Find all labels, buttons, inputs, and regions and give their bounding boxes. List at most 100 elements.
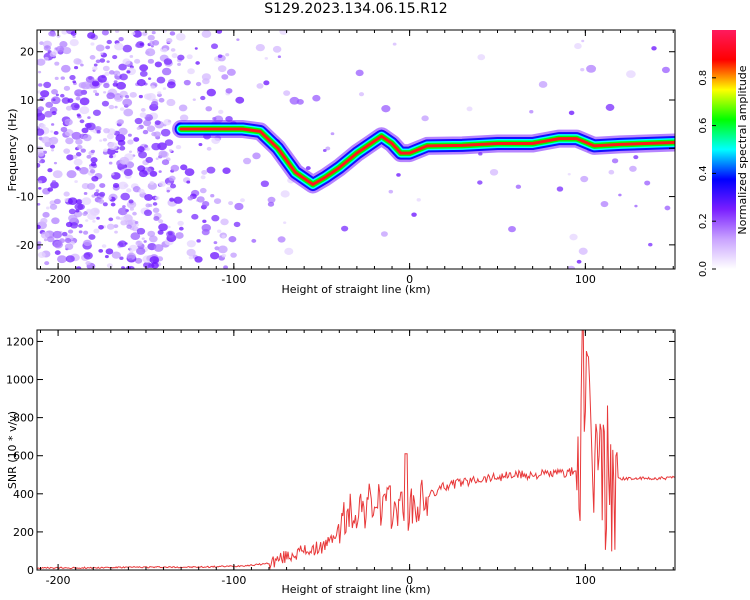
spectrogram-cell — [117, 119, 124, 125]
spectrogram-cell — [284, 247, 294, 255]
spectrogram-cell — [118, 181, 128, 190]
spectrogram-cell — [104, 71, 110, 76]
spectrogram-cell — [139, 64, 149, 72]
spectrogram-cell — [277, 55, 282, 59]
spectrogram-cell — [106, 223, 115, 230]
spectrogram-cell — [112, 82, 118, 87]
spectrogram-cell — [90, 42, 95, 46]
spectrogram-cell — [63, 85, 71, 91]
spectrogram-cell — [134, 117, 143, 125]
spectrogram-cell — [567, 265, 576, 269]
spectrogram-cell — [611, 158, 619, 164]
spectrogram-ytick-label: 10 — [20, 94, 34, 107]
spectrogram-xlabel: Height of straight line (km) — [281, 283, 430, 296]
spectrogram-cell — [136, 241, 141, 245]
spectrogram-cell — [98, 191, 106, 197]
spectrogram-cell — [78, 82, 87, 89]
spectrogram-cell — [143, 93, 152, 100]
spectrogram-cell — [489, 168, 499, 176]
spectrogram-cell — [121, 266, 125, 269]
spectrogram-cell — [170, 48, 176, 52]
spectrogram-cell — [153, 244, 164, 252]
snr-xtick-label: -100 — [221, 574, 246, 587]
spectrogram-cell — [75, 96, 81, 101]
colorbar: 0.0 0.2 0.4 0.6 0.8 Normalized spectral ampl… — [698, 30, 749, 277]
spectrogram-cell — [85, 219, 89, 222]
spectrogram-cell — [93, 191, 100, 197]
spectrogram-cell — [107, 196, 112, 200]
spectrogram-cell — [211, 137, 221, 145]
spectrogram-cell — [92, 219, 96, 223]
spectrogram-cell — [78, 223, 83, 228]
spectrogram-cell — [167, 182, 171, 186]
spectrogram-cell — [63, 191, 70, 197]
spectrogram-cell — [149, 180, 155, 185]
spectrogram-cell — [37, 241, 42, 245]
spectrogram-cell — [90, 149, 96, 154]
spectrogram-cell — [139, 70, 148, 77]
spectrogram-cell — [47, 187, 54, 192]
spectrogram-cell — [75, 166, 80, 170]
spectrogram-cell — [166, 38, 173, 44]
spectrogram-cell — [79, 166, 89, 175]
spectrogram-cell — [218, 109, 224, 115]
spectrogram-cell — [581, 39, 585, 43]
spectrogram-cell — [101, 100, 110, 107]
spectrogram-cell — [267, 201, 275, 207]
spectrogram-cell — [147, 34, 155, 41]
spectrogram-cell — [177, 220, 184, 226]
spectrogram-cell — [126, 70, 131, 74]
spectrogram-cell — [61, 97, 70, 104]
spectrogram-cell — [50, 181, 59, 189]
spectrogram-cell — [626, 70, 636, 79]
spectrogram-cell — [105, 45, 111, 50]
spectrogram-cell — [158, 181, 166, 187]
spectrogram-cell — [134, 58, 141, 64]
spectrogram-cell — [251, 238, 257, 243]
spectrogram-cell — [67, 98, 74, 103]
spectrogram-xtick-label: -200 — [46, 273, 71, 286]
snr-ytick-label: 200 — [13, 526, 34, 539]
spectrogram-cell — [206, 88, 217, 97]
spectrogram-cell — [148, 77, 152, 80]
spectrogram-cell — [136, 247, 146, 255]
spectrogram-cell — [138, 170, 148, 178]
spectrogram-cell — [47, 168, 53, 173]
spectrogram-cell — [166, 81, 176, 89]
spectrogram-cell — [62, 46, 72, 55]
spectrogram-cell — [38, 187, 42, 190]
spectrogram-cell — [226, 68, 236, 76]
spectrogram-cell — [143, 240, 147, 243]
spectrogram-cell — [118, 127, 128, 136]
spectrogram-cell — [144, 193, 153, 201]
spectrogram-cell — [127, 139, 134, 145]
snr-xtick-label: 0 — [406, 574, 413, 587]
spectrogram-cell — [83, 192, 88, 195]
spectrogram-cell — [76, 266, 82, 269]
spectrogram-cell — [188, 255, 194, 260]
spectrogram-cell — [98, 224, 104, 230]
spectrogram-xtick-label: 0 — [406, 273, 413, 286]
spectrogram-cell — [102, 65, 110, 72]
spectrogram-cell — [168, 175, 176, 182]
spectrogram-cell — [221, 253, 227, 258]
spectrogram-cell — [53, 161, 58, 165]
spectrogram-cell — [152, 40, 160, 46]
spectrogram-cell — [46, 206, 50, 210]
spectrogram-cell — [52, 98, 56, 102]
spectrogram-cell — [150, 45, 154, 48]
spectrogram-ytick-label: 20 — [20, 46, 34, 59]
spectrogram-cell — [141, 237, 145, 240]
spectrogram-cell — [126, 252, 136, 260]
spectrogram-cell — [170, 164, 180, 172]
spectrogram-cell — [171, 53, 178, 59]
spectrogram-cell — [508, 225, 516, 233]
spectrogram-cell — [108, 104, 115, 110]
spectrogram-cell — [76, 144, 83, 150]
spectrogram-cell — [50, 96, 61, 105]
spectrogram-cell — [49, 136, 59, 144]
spectrogram-xtick-label: -100 — [221, 273, 246, 286]
spectrogram-cell — [216, 30, 223, 34]
spectrogram-cell — [126, 224, 132, 229]
